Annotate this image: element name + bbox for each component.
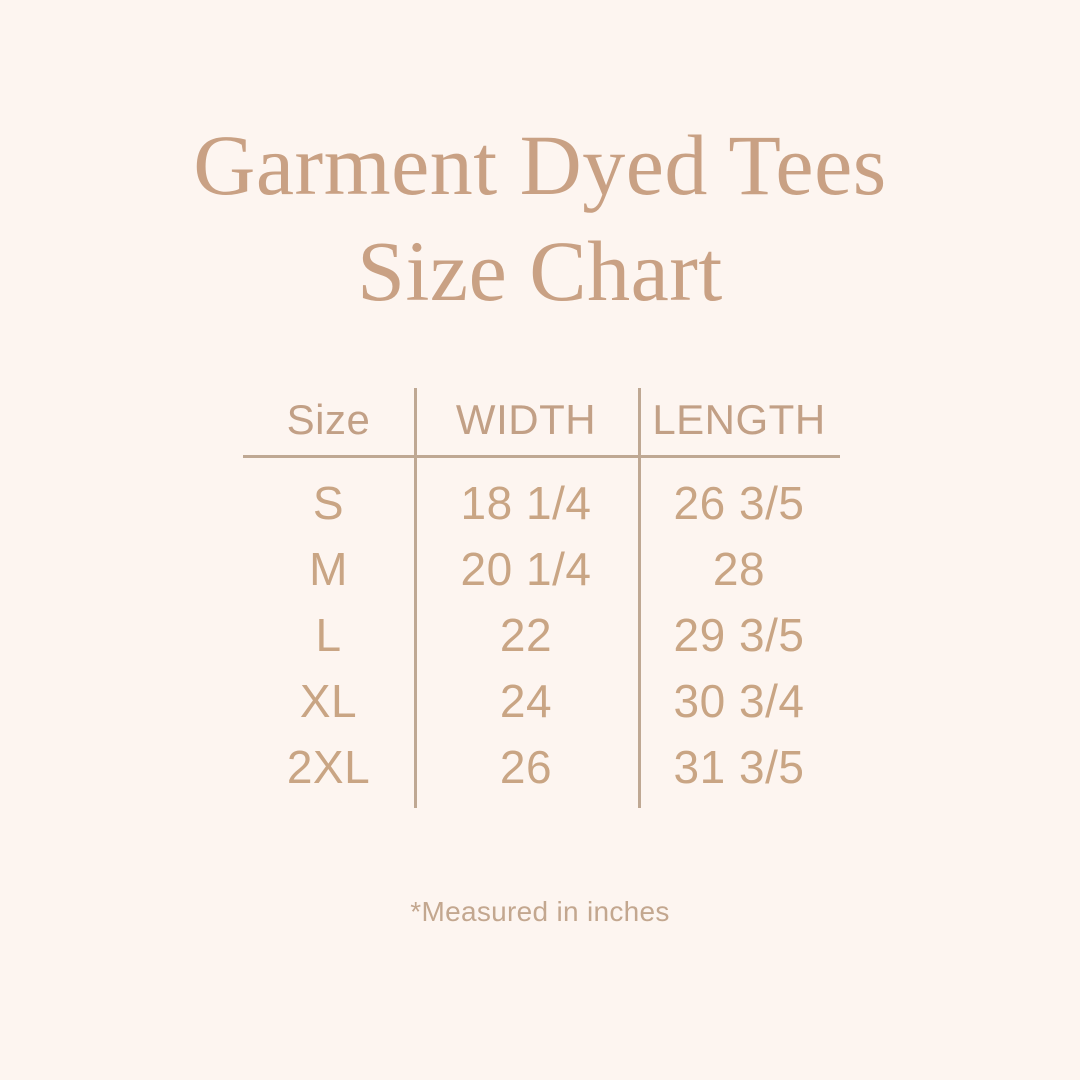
column-divider-2 <box>638 388 641 808</box>
column-header-width: WIDTH <box>414 397 638 443</box>
title-line-1: Garment Dyed Tees <box>193 117 887 213</box>
cell-length-value: 30 3/4 <box>673 675 805 727</box>
cell-length: 31 3/5 <box>638 742 840 792</box>
cell-width-value: 24 <box>499 675 553 727</box>
cell-size: M <box>243 544 414 594</box>
cell-width: 26 <box>414 742 638 792</box>
cell-size-value: XL <box>299 675 358 727</box>
column-header-size-label: Size <box>286 396 371 443</box>
cell-length-value: 26 3/5 <box>673 477 805 529</box>
table-row: M 20 1/4 28 <box>243 536 840 602</box>
cell-size-value: M <box>309 543 348 595</box>
cell-size-value: 2XL <box>286 741 371 793</box>
cell-length: 28 <box>638 544 840 594</box>
cell-width-value: 20 1/4 <box>460 543 592 595</box>
cell-width-value: 22 <box>499 609 553 661</box>
cell-width: 18 1/4 <box>414 478 638 528</box>
cell-width-value: 18 1/4 <box>460 477 592 529</box>
column-header-width-label: WIDTH <box>455 396 597 443</box>
cell-width: 24 <box>414 676 638 726</box>
cell-length-value: 28 <box>712 543 766 595</box>
cell-size-value: S <box>312 477 345 529</box>
cell-size: L <box>243 610 414 660</box>
title-line-2: Size Chart <box>357 223 723 319</box>
table-row: L 22 29 3/5 <box>243 602 840 668</box>
table-grid: Size WIDTH LENGTH S 18 1/4 26 3/5 <box>243 380 840 810</box>
cell-size: S <box>243 478 414 528</box>
column-header-length: LENGTH <box>638 397 840 443</box>
cell-width: 20 1/4 <box>414 544 638 594</box>
table-row: S 18 1/4 26 3/5 <box>243 470 840 536</box>
cell-length: 30 3/4 <box>638 676 840 726</box>
header-rule <box>243 455 840 458</box>
table-header-row: Size WIDTH LENGTH <box>243 388 840 452</box>
cell-size: 2XL <box>243 742 414 792</box>
cell-width: 22 <box>414 610 638 660</box>
table-row: XL 24 30 3/4 <box>243 668 840 734</box>
column-header-length-label: LENGTH <box>652 396 826 443</box>
size-chart-table: Size WIDTH LENGTH S 18 1/4 26 3/5 <box>243 380 840 810</box>
column-header-size: Size <box>243 397 414 443</box>
page-title: Garment Dyed Tees Size Chart <box>0 112 1080 324</box>
column-divider-1 <box>414 388 417 808</box>
cell-length-value: 31 3/5 <box>673 741 805 793</box>
cell-length: 26 3/5 <box>638 478 840 528</box>
cell-size-value: L <box>315 609 342 661</box>
cell-size: XL <box>243 676 414 726</box>
table-row: 2XL 26 31 3/5 <box>243 734 840 800</box>
measurement-note: *Measured in inches <box>410 896 670 927</box>
cell-width-value: 26 <box>499 741 553 793</box>
cell-length-value: 29 3/5 <box>673 609 805 661</box>
cell-length: 29 3/5 <box>638 610 840 660</box>
